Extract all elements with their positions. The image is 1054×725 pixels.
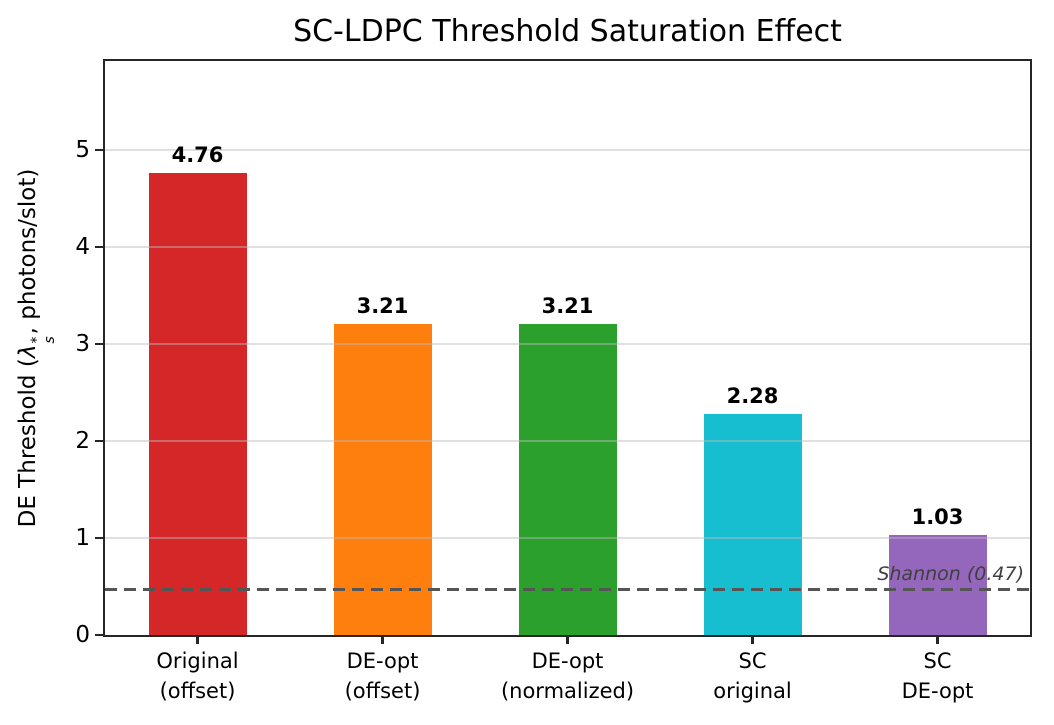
- gridline-y-1: [105, 537, 1030, 540]
- bar-value-label-1: 4.76: [171, 143, 224, 168]
- plot-area: 4.76 3.21 3.21 2.28 1.03 Shannon (0.47): [103, 59, 1032, 637]
- gridline-y-4: [105, 246, 1030, 249]
- bar-1: [148, 173, 247, 635]
- x-tick-label-5: SC DE-opt: [901, 649, 974, 703]
- shannon-limit-line: [105, 587, 1030, 591]
- bar-value-label-3: 3.21: [541, 293, 594, 318]
- bar-value-label-2: 3.21: [356, 293, 409, 318]
- y-tick-label-2: 2: [75, 428, 90, 455]
- y-tick-label-3: 3: [75, 331, 90, 358]
- x-tick-mark-4: [751, 637, 754, 644]
- y-tick-label-5: 5: [75, 137, 90, 164]
- y-tick-label-1: 1: [75, 525, 90, 552]
- x-tick-label-3: DE-opt (normalized): [500, 649, 635, 703]
- bar-5: [888, 535, 987, 635]
- x-tick-mark-3: [566, 637, 569, 644]
- x-tick-label-2: DE-opt (offset): [344, 649, 421, 703]
- shannon-limit-label: Shannon (0.47): [877, 563, 1024, 586]
- gridline-y-2: [105, 440, 1030, 443]
- bar-value-label-5: 1.03: [911, 505, 964, 530]
- y-tick-label-4: 4: [75, 234, 90, 261]
- x-tick-label-1: Original (offset): [156, 649, 239, 703]
- y-tick-mark-5: [95, 148, 103, 152]
- x-tick-mark-5: [936, 637, 939, 644]
- chart-title: SC-LDPC Threshold Saturation Effect: [293, 14, 842, 49]
- y-tick-mark-3: [95, 342, 103, 346]
- x-tick-mark-1: [196, 637, 199, 644]
- x-tick-label-4: SC original: [713, 649, 792, 703]
- gridline-y-3: [105, 343, 1030, 346]
- y-tick-mark-4: [95, 245, 103, 249]
- x-tick-mark-2: [381, 637, 384, 644]
- bar-value-label-4: 2.28: [726, 383, 779, 408]
- bar-2: [333, 323, 432, 635]
- y-tick-mark-2: [95, 439, 103, 443]
- bar-4: [703, 413, 802, 635]
- y-tick-label-0: 0: [75, 622, 90, 648]
- bar-3: [518, 323, 617, 635]
- gridline-y-5: [105, 149, 1030, 152]
- y-tick-mark-1: [95, 536, 103, 540]
- y-tick-mark-0: [95, 633, 103, 637]
